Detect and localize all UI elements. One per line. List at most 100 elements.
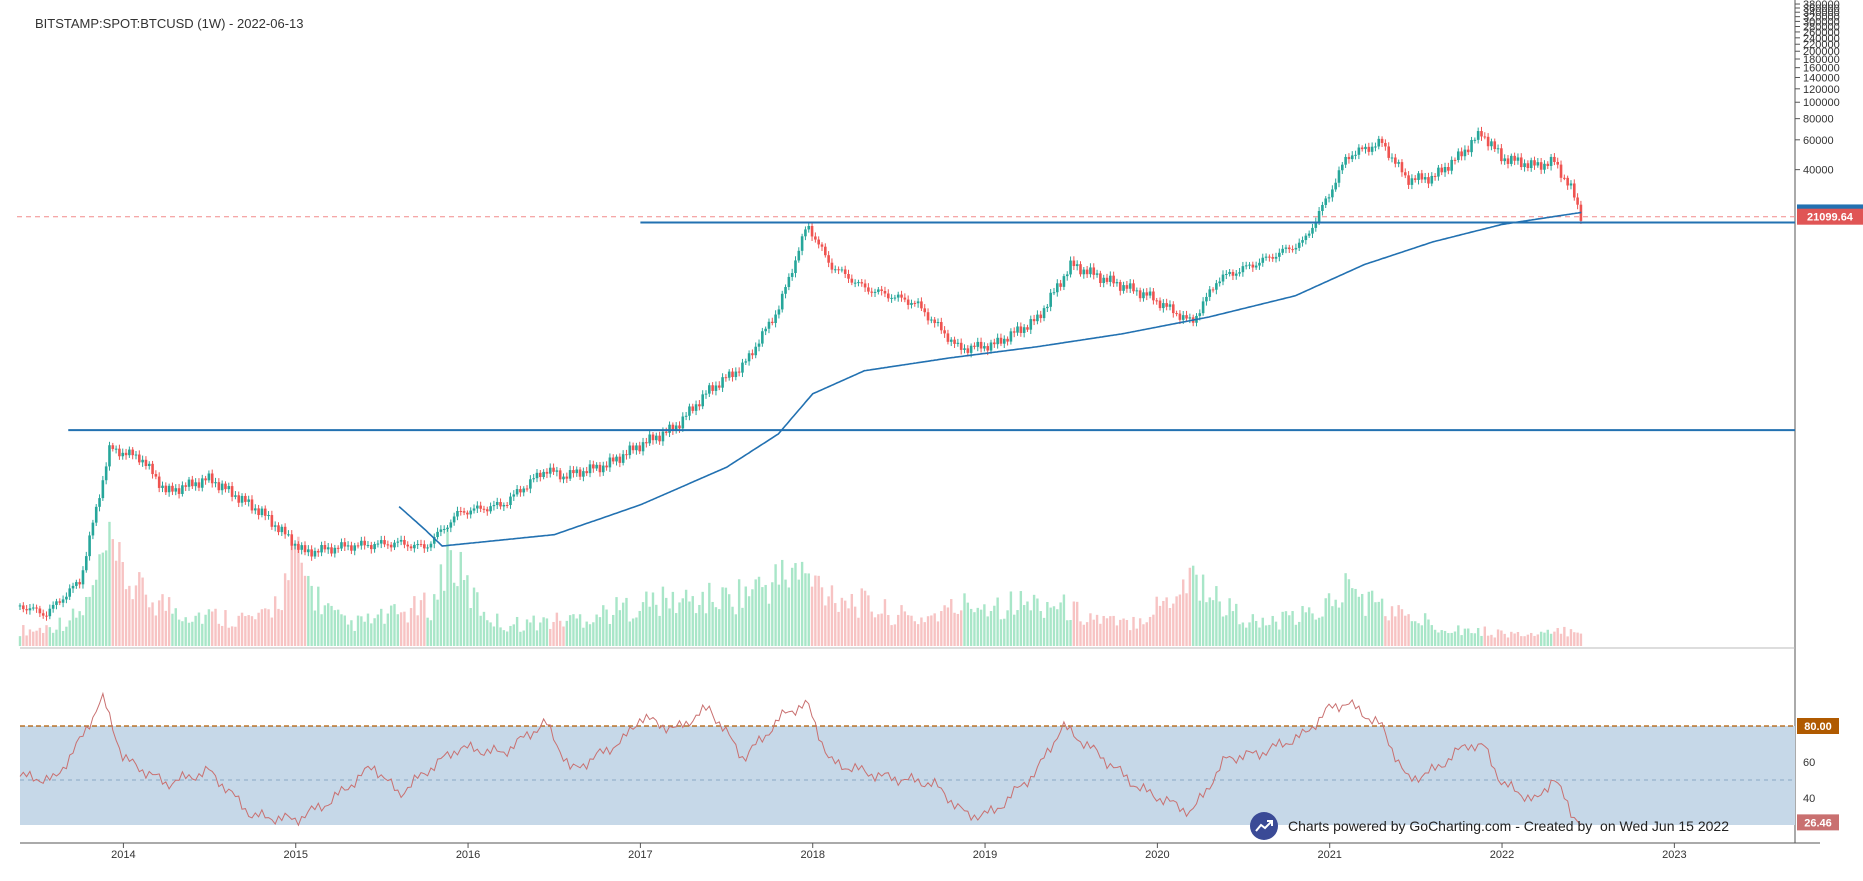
candle-body: [1314, 221, 1318, 228]
volume-bar: [784, 579, 787, 646]
volume-bar: [167, 597, 171, 646]
volume-bar: [983, 604, 986, 646]
candle-body: [383, 540, 386, 545]
candle-body: [757, 343, 761, 347]
volume-bar: [542, 617, 545, 646]
volume-bar: [1370, 590, 1374, 646]
volume-bar: [820, 587, 824, 646]
volume-bar: [900, 605, 903, 646]
candle-body: [1466, 149, 1470, 153]
volume-bar: [575, 618, 578, 646]
candle-body: [75, 582, 78, 586]
volume-bar: [1500, 630, 1503, 646]
candle-body: [1165, 303, 1168, 307]
volume-bar: [164, 610, 168, 646]
volume-bar: [777, 584, 781, 646]
candle-body: [1460, 151, 1463, 157]
candle-body: [1148, 291, 1152, 296]
volume-bar: [800, 561, 804, 646]
candle-body: [161, 485, 164, 488]
volume-bar: [1175, 596, 1178, 646]
volume-bar: [1016, 610, 1019, 646]
volume-bar: [1394, 616, 1397, 646]
volume-bar: [817, 575, 820, 646]
volume-bar: [1549, 633, 1553, 646]
volume-bar: [1377, 601, 1380, 646]
volume-bar: [1397, 605, 1400, 646]
candle-body: [88, 535, 91, 557]
candle-body: [691, 406, 695, 411]
candle-body: [244, 495, 247, 502]
volume-bar: [1404, 615, 1407, 646]
volume-bar: [32, 631, 35, 646]
volume-bar: [840, 597, 844, 646]
candle-body: [1463, 149, 1467, 157]
candle-body: [661, 431, 665, 442]
volume-bar: [1380, 598, 1384, 646]
volume-bar: [320, 614, 323, 646]
volume-bar: [1480, 635, 1483, 646]
candle-body: [413, 544, 416, 549]
candle-body: [1085, 269, 1089, 275]
candle-body: [515, 489, 519, 495]
volume-bar: [476, 592, 479, 646]
candle-body: [555, 470, 559, 472]
volume-bar: [1384, 616, 1387, 646]
rsi-line: [19, 691, 1582, 827]
volume-bar: [174, 608, 177, 646]
volume-bar: [280, 610, 284, 646]
volume-bar: [827, 596, 830, 646]
candle-body: [1364, 146, 1367, 150]
candle-body: [81, 570, 85, 585]
volume-bar: [1284, 611, 1288, 646]
candle-body: [204, 478, 207, 481]
volume-bar: [519, 631, 522, 646]
candle-body: [1486, 136, 1490, 147]
candle-body: [326, 547, 330, 550]
volume-bar: [1546, 629, 1549, 646]
volume-bar: [1536, 634, 1540, 646]
candle-body: [386, 544, 390, 546]
candle-body: [472, 508, 476, 511]
last-price-label-box: [1797, 208, 1863, 225]
candle-body: [658, 435, 661, 442]
volume-bar: [383, 623, 386, 646]
volume-bar: [373, 618, 376, 646]
candle-body: [814, 236, 817, 240]
volume-bar: [655, 604, 658, 646]
candle-body: [366, 545, 370, 547]
volume-bar: [1493, 637, 1496, 646]
candle-body: [956, 342, 960, 344]
volume-bar: [1553, 631, 1556, 646]
volume-bar: [724, 587, 728, 646]
volume-bar: [177, 619, 181, 646]
candle-body: [1198, 313, 1202, 316]
volume-bar: [797, 579, 800, 646]
candle-body: [1341, 164, 1344, 171]
candle-body: [761, 331, 764, 344]
volume-bar: [131, 599, 134, 646]
candle-body: [94, 506, 98, 523]
volume-bar: [327, 603, 330, 646]
candle-body: [393, 542, 396, 548]
candle-body: [25, 609, 28, 611]
volume-bar: [181, 621, 184, 646]
candle-body: [751, 353, 754, 356]
volume-bar: [38, 627, 42, 646]
volume-bar: [1162, 600, 1165, 646]
volume-bar: [1235, 603, 1238, 646]
volume-bar: [525, 619, 529, 646]
volume-bar: [1112, 615, 1115, 646]
candle-body: [1553, 156, 1556, 162]
candle-body: [273, 525, 277, 527]
candle-body: [1012, 331, 1016, 333]
volume-bar: [151, 602, 154, 646]
volume-bar: [1195, 574, 1198, 646]
volume-bar: [711, 601, 714, 646]
candle-body: [1546, 163, 1550, 166]
volume-bar: [608, 623, 612, 646]
y-tick-label: 240000: [1803, 33, 1840, 45]
candle-body: [1251, 264, 1255, 268]
candle-body: [1334, 182, 1337, 190]
